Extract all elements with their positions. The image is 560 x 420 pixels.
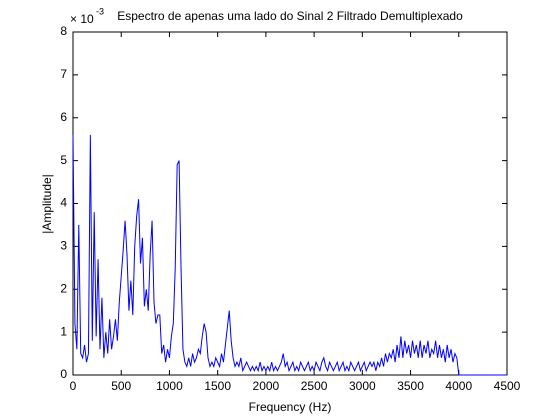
y-tick-label: 0	[60, 367, 67, 381]
x-tick-label: 0	[70, 379, 77, 393]
x-tick-label: 1500	[204, 379, 231, 393]
y-axis-label: |Amplitude|	[40, 174, 54, 234]
x-tick-label: 2000	[253, 379, 280, 393]
y-tick-label: 7	[60, 67, 67, 81]
y-multiplier-base: × 10	[70, 12, 94, 26]
x-tick-label: 3500	[397, 379, 424, 393]
x-tick-label: 500	[111, 379, 131, 393]
y-multiplier-exponent: -3	[96, 6, 104, 16]
spectrum-line	[72, 134, 507, 376]
chart-title: Espectro de apenas uma lado do Sinal 2 F…	[117, 9, 463, 23]
y-tick-label: 6	[60, 110, 67, 124]
y-tick-label: 5	[60, 153, 67, 167]
x-tick-label: 3000	[349, 379, 376, 393]
x-tick-label: 4500	[494, 379, 521, 393]
x-tick-label: 4000	[445, 379, 472, 393]
x-axis-label: Frequency (Hz)	[249, 400, 332, 414]
y-tick-label: 8	[60, 24, 67, 38]
plot-frame	[72, 31, 508, 376]
y-tick-label: 2	[60, 281, 67, 295]
y-tick-label: 4	[60, 196, 67, 210]
y-tick-label: 1	[60, 324, 67, 338]
x-tick-label: 2500	[301, 379, 328, 393]
y-tick-label: 3	[60, 239, 67, 253]
x-tick-label: 1000	[156, 379, 183, 393]
